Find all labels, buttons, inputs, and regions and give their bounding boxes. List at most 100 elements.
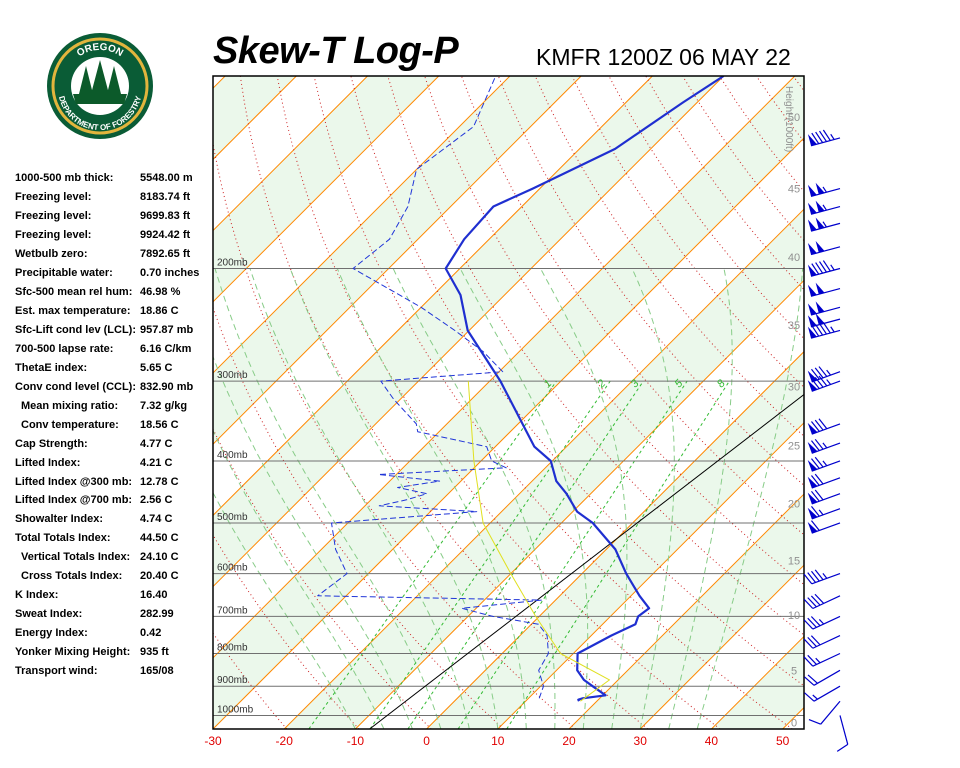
dry-adiabat-line [792, 76, 804, 92]
index-label: Cross Totals Index: [21, 570, 123, 583]
wind-barb-half-feather [822, 573, 828, 579]
wind-barb-half-feather [826, 369, 832, 376]
wind-barb-pennant [807, 284, 817, 297]
chart-title: Skew-T Log-P [213, 30, 459, 72]
wind-barb-half-feather [818, 509, 824, 516]
index-value: 0.42 [140, 627, 162, 640]
wind-barb [807, 520, 841, 534]
wind-barb [807, 129, 841, 147]
index-label: Energy Index: [15, 627, 88, 640]
wind-barb [803, 652, 841, 667]
index-value: 20.40 C [140, 570, 179, 583]
isotherm-line [426, 350, 804, 729]
index-label: Sfc-Lift cond lev (LCL): [15, 323, 136, 336]
moist-adiabat-line [459, 268, 589, 729]
index-label: K Index: [15, 589, 59, 602]
wind-barb-pennant [807, 303, 817, 316]
wind-barb [808, 700, 841, 725]
wind-barb-feather [804, 676, 815, 686]
mixing-ratio-line [369, 380, 611, 729]
wind-barb [807, 418, 841, 435]
wind-barb-feather [810, 520, 820, 531]
isotherm-line [213, 76, 582, 445]
moist-adiabat-line [249, 268, 470, 729]
wind-barb-pennant [807, 521, 818, 534]
wind-barb-staff [811, 522, 841, 534]
wind-barb-feather [822, 260, 831, 272]
height-tick-label: 45 [788, 184, 800, 196]
wind-barb-feather [810, 635, 821, 646]
isotherm-line [213, 76, 796, 659]
isotherm-line [639, 564, 804, 729]
wind-barb-pennant [815, 240, 825, 253]
isotherm-line [0, 76, 154, 729]
isobar-label: 900mb [217, 675, 248, 686]
wind-barb-feather [804, 692, 815, 702]
wind-barb [807, 217, 841, 232]
wind-barb [807, 438, 841, 454]
index-value: 18.56 C [140, 418, 179, 431]
plot-frame [212, 75, 805, 730]
wind-barb-feather [819, 323, 827, 335]
wind-barb-half-feather [822, 221, 827, 228]
index-value: 2.56 C [140, 494, 173, 507]
wind-barb [807, 366, 841, 383]
height-tick-label: 15 [788, 555, 800, 567]
index-label: Total Totals Index: [15, 532, 111, 545]
wind-barb-staff [811, 371, 841, 383]
wind-barb-pennant [807, 326, 817, 339]
index-label: Vertical Totals Index: [21, 551, 131, 564]
wind-barb-pennant [807, 315, 817, 327]
wind-barb-pennant [815, 313, 825, 325]
index-value: 282.99 [140, 608, 174, 621]
wind-barb-staff [813, 685, 841, 702]
index-label: Conv cond level (CCL): [15, 380, 137, 393]
wind-barb [807, 282, 841, 297]
wind-barb-feather [818, 418, 828, 430]
index-value: 0.70 inches [140, 266, 200, 279]
wind-barb-half-feather [812, 694, 818, 700]
wind-barb-feather [814, 376, 824, 388]
index-label: Transport wind: [15, 665, 98, 678]
isotherm-line [213, 76, 653, 517]
wind-barb-feather [807, 597, 817, 608]
wind-barb [807, 489, 841, 505]
plot-area [0, 76, 960, 729]
wind-barb-feather [810, 616, 821, 627]
index-label: Lifted Index @300 mb: [15, 475, 133, 488]
wind-barb-staff [812, 652, 841, 667]
dry-adiabat-line [904, 76, 960, 729]
dry-adiabat-line [830, 76, 960, 729]
height-axis-title: Height (1000ft) [783, 86, 794, 152]
isotherm-line [213, 76, 511, 374]
wind-barb-feather [807, 572, 817, 583]
wind-barb [804, 685, 841, 702]
x-tick-label: 50 [776, 734, 790, 748]
wind-barb-staff [811, 508, 841, 520]
isobar-label: 600mb [217, 563, 248, 574]
isotherm-line [213, 76, 226, 89]
wind-barb [836, 715, 849, 752]
moist-adiabat-line [696, 268, 804, 729]
wind-barb-feather [815, 131, 824, 143]
moist-adiabat-line [213, 429, 385, 729]
index-value: 832.90 mb [140, 380, 194, 393]
index-label: Freezing level: [15, 209, 92, 222]
wind-barb-pennant [807, 380, 818, 392]
wind-barb-feather [836, 743, 849, 752]
isotherm-line [497, 422, 804, 729]
wind-barb-feather [810, 458, 820, 469]
height-tick-label: 0 [791, 718, 797, 730]
reference-line [369, 394, 804, 729]
isotherm-band [0, 76, 154, 729]
wind-barb-half-feather [822, 442, 828, 449]
wind-barb-feather [810, 368, 820, 380]
wind-barb-feather [810, 505, 820, 517]
wind-barb-feather [814, 456, 824, 468]
index-value: 9924.42 ft [140, 228, 191, 241]
wind-barb-pennant [807, 476, 818, 489]
wind-barb-pennant [807, 202, 817, 215]
wind-barb [807, 260, 841, 277]
index-label: Cap Strength: [15, 437, 88, 450]
dry-adiabat-line [867, 76, 960, 729]
